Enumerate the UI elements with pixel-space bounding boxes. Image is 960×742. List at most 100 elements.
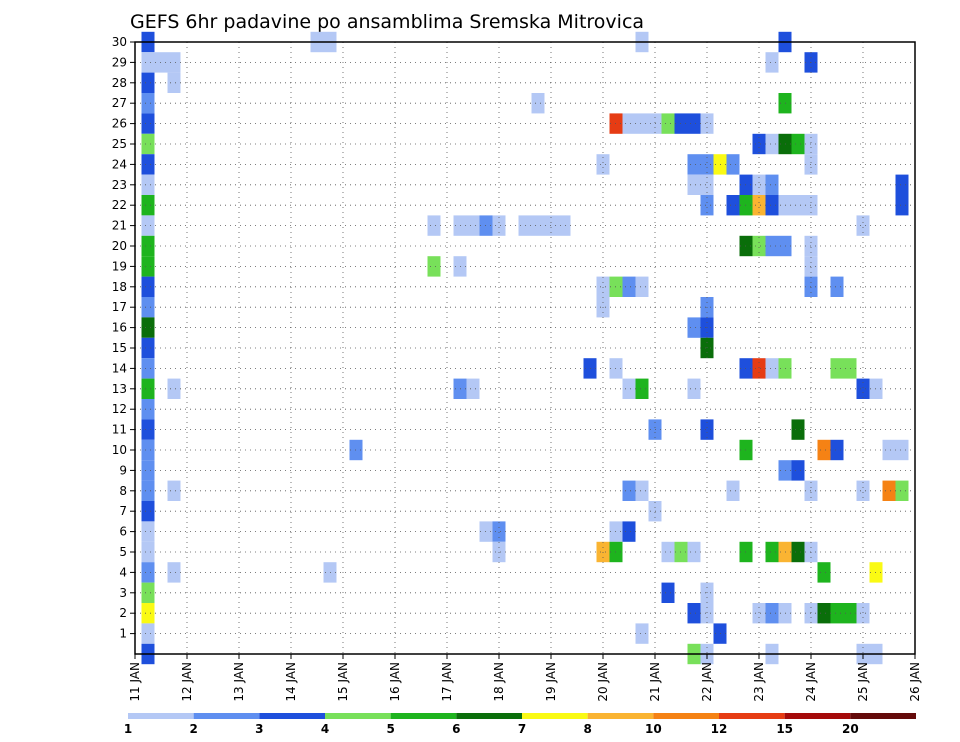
heatmap-cell (492, 521, 506, 542)
color-legend: 1 2 3 4 5 6 7 8 10 12 15 20 (124, 713, 916, 736)
heatmap-cell (622, 480, 636, 501)
heatmap-cell (791, 195, 805, 216)
x-tick-label: 19 JAN (544, 662, 558, 702)
legend-label: 5 (386, 722, 394, 736)
heatmap-cell (141, 460, 155, 481)
legend-label: 15 (776, 722, 793, 736)
heatmap-cell (141, 133, 155, 155)
legend-swatch (719, 713, 785, 719)
heatmap-cell (830, 358, 844, 379)
y-tick-label: 14 (112, 361, 127, 375)
legend-label: 10 (645, 722, 662, 736)
heatmap-cell (141, 297, 155, 318)
heatmap-cell (141, 562, 155, 583)
heatmap-cell (752, 174, 766, 195)
legend-label: 6 (452, 722, 460, 736)
heatmap-cell (765, 603, 779, 624)
chart-title: GEFS 6hr padavine po ansamblima Sremska … (130, 11, 644, 33)
heatmap-cell (141, 337, 155, 359)
heatmap-cell (700, 113, 714, 134)
legend-label: 1 (124, 722, 132, 736)
y-tick-label: 25 (112, 137, 127, 151)
y-tick-label: 24 (112, 157, 127, 171)
heatmap-cell (141, 276, 155, 297)
heatmap-cell (895, 195, 909, 216)
heatmap-cell (765, 541, 779, 563)
heatmap-cell (167, 480, 181, 501)
heatmap-cell (141, 154, 155, 175)
x-tick-label: 18 JAN (492, 662, 506, 702)
x-tick-label: 14 JAN (284, 662, 298, 702)
heatmap-cell (817, 439, 831, 461)
legend-swatch (193, 713, 260, 719)
legend-label: 7 (518, 722, 526, 736)
heatmap-cell (817, 562, 831, 583)
heatmap-cell (752, 195, 766, 216)
y-tick-label: 23 (112, 178, 127, 192)
heatmap-cell (596, 154, 610, 175)
heatmap-cell (622, 521, 636, 542)
x-axis-ticks: 11 JAN 12 JAN 13 JAN 14 JAN 15 JAN 16 JAN 17 J… (128, 654, 922, 702)
y-tick-label: 30 (112, 35, 127, 49)
heatmap-cell (895, 480, 909, 501)
y-tick-label: 5 (119, 545, 127, 559)
y-tick-label: 11 (112, 423, 127, 437)
y-tick-label: 29 (112, 55, 127, 69)
y-tick-label: 6 (119, 525, 127, 539)
heatmap-cell (492, 215, 506, 236)
x-tick-label: 23 JAN (752, 662, 766, 702)
heatmap-cell (141, 378, 155, 399)
x-tick-label: 24 JAN (804, 662, 818, 702)
heatmap-cell (856, 215, 870, 236)
heatmap-cell (141, 439, 155, 461)
heatmap-cell (791, 460, 805, 481)
y-tick-label: 22 (112, 198, 127, 212)
legend-swatch (128, 713, 194, 719)
heatmap-cell (167, 52, 181, 73)
heatmap-cell (765, 174, 779, 195)
heatmap-cell (141, 72, 155, 93)
heatmap-cell (765, 358, 779, 379)
heatmap-cell (817, 603, 831, 624)
heatmap-cell (167, 72, 181, 93)
heatmap-cell (700, 419, 714, 440)
heatmap-cell (856, 480, 870, 501)
heatmap-cell (141, 501, 155, 522)
heatmap-cell (141, 113, 155, 134)
heatmap-cell (167, 562, 181, 583)
y-tick-label: 2 (119, 606, 127, 620)
x-tick-label: 12 JAN (180, 662, 194, 702)
heatmap-cell (635, 480, 649, 501)
legend-swatch (587, 713, 654, 719)
heatmap-cell (726, 480, 740, 501)
x-tick-label: 17 JAN (440, 662, 454, 702)
heatmap-cell (791, 541, 805, 563)
heatmap-cell (141, 603, 155, 624)
x-tick-label: 11 JAN (128, 662, 142, 702)
heatmap-cell (427, 256, 441, 277)
x-tick-label: 13 JAN (232, 662, 246, 702)
heatmap-cell (141, 195, 155, 216)
legend-swatch (390, 713, 457, 719)
y-tick-label: 18 (112, 280, 127, 294)
x-tick-label: 16 JAN (388, 662, 402, 702)
heatmap-cell (167, 378, 181, 399)
heatmap-cell (700, 603, 714, 624)
y-tick-label: 20 (112, 239, 127, 253)
heatmap-cell (765, 235, 779, 257)
heatmap-cell (141, 215, 155, 236)
heatmap-cell (661, 582, 675, 603)
heatmap-cell (531, 93, 545, 114)
y-tick-label: 28 (112, 76, 127, 90)
heatmap-cell (687, 317, 701, 338)
y-tick-label: 8 (119, 484, 127, 498)
y-tick-label: 9 (119, 463, 127, 477)
heatmap-cell (687, 154, 701, 175)
heatmap-cell (700, 195, 714, 216)
heatmap-cell (622, 378, 636, 399)
heatmap-cell (687, 541, 701, 563)
heatmap-cell (622, 113, 636, 134)
heatmap-cell (635, 623, 649, 644)
legend-label: 2 (189, 722, 197, 736)
legend-swatch (325, 713, 391, 719)
